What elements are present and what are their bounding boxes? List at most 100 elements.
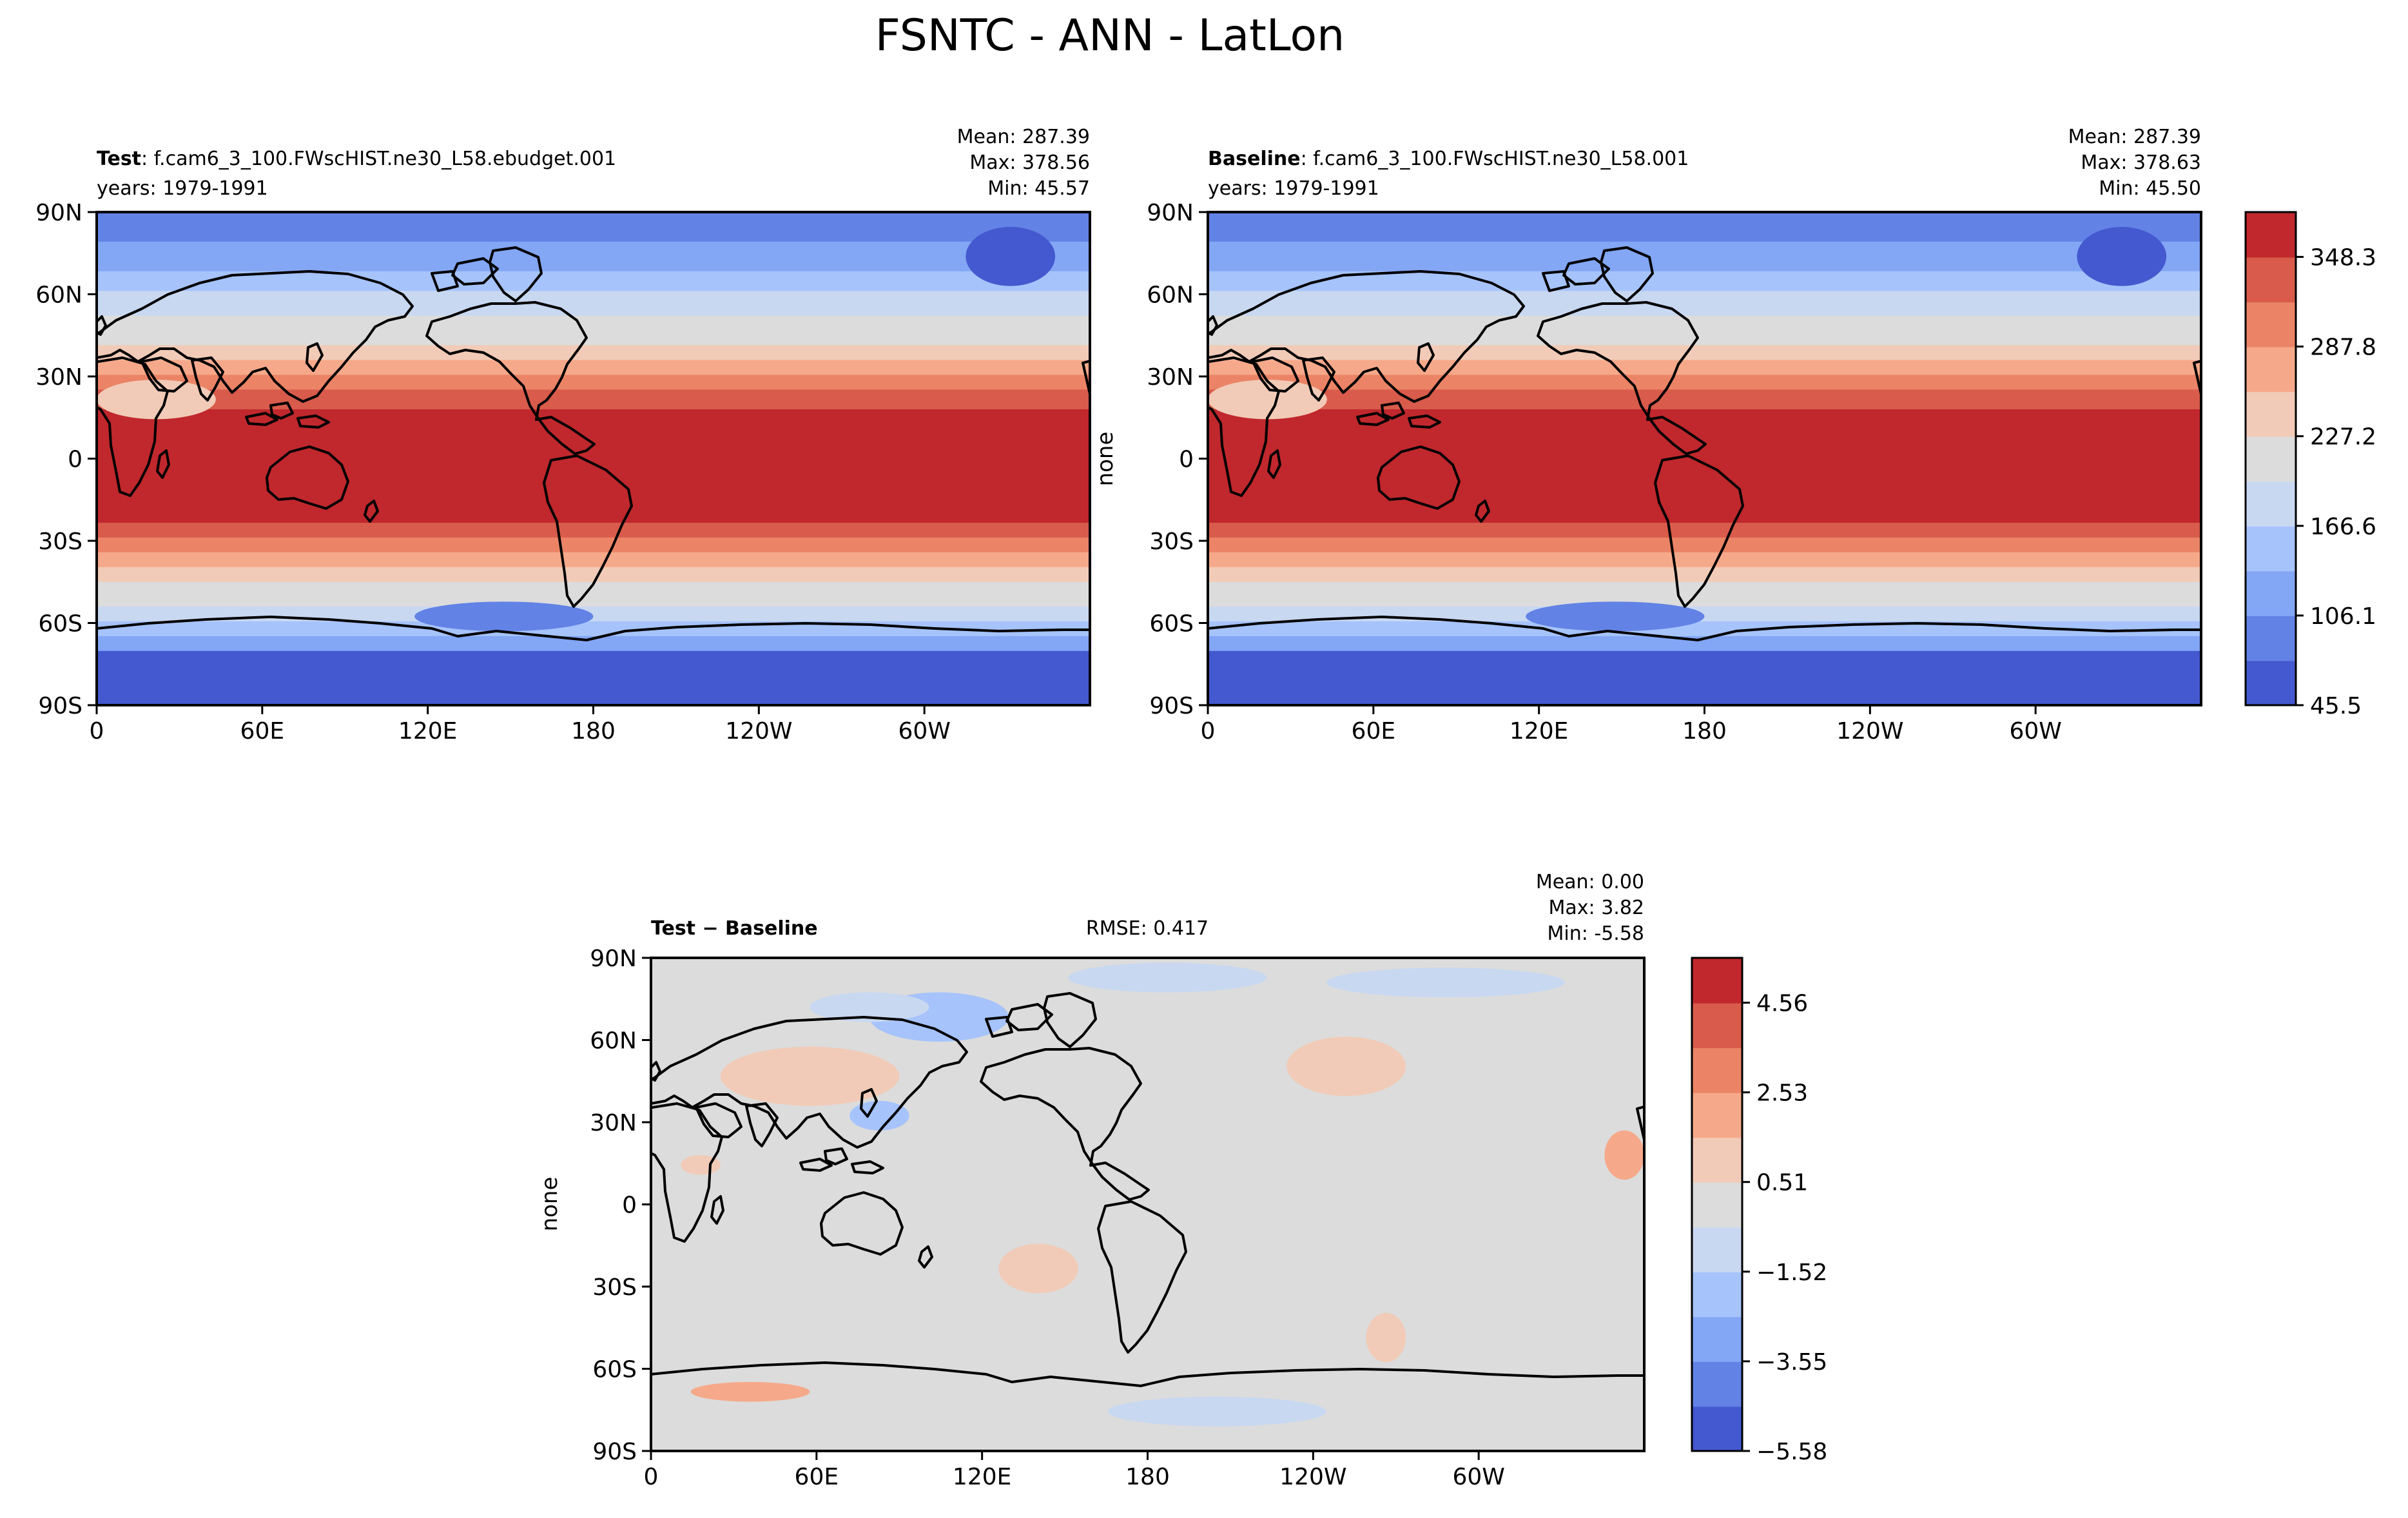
test-max: Max: 378.56	[969, 151, 1090, 174]
colorbar-diff-swatch-9	[1692, 1002, 1742, 1049]
test-field-band-9	[97, 409, 1090, 523]
baseline-axes-ytick-label-5: 60S	[1149, 611, 1194, 637]
test-field-band-18	[97, 650, 1090, 705]
test-field-desert-blob	[97, 380, 216, 420]
baseline-max: Max: 378.63	[2081, 151, 2201, 174]
baseline-title-rest: : f.cam6_3_100.FWscHIST.ne30_L58.001	[1301, 148, 1689, 170]
colorbar-diff-swatch-4	[1692, 1227, 1742, 1272]
colorbar-diff-frame	[1691, 957, 1743, 1452]
colorbar-abs: 45.5 106.1 166.6 227.2 287.8 348.3	[2244, 211, 2376, 719]
test-field-band-11	[97, 537, 1090, 553]
baseline-title-bold: Baseline	[1208, 148, 1301, 170]
diff-field-anomaly-8	[1326, 968, 1565, 998]
diff-axes-ytick-label-6: 90S	[592, 1439, 637, 1465]
diff-min: Min: -5.58	[1548, 922, 1645, 945]
colorbar-abs-tick-label-0: 45.5	[2310, 693, 2362, 719]
baseline-field-band-6	[1208, 360, 2201, 376]
colorbar-abs-tick-label-2: 166.6	[2310, 514, 2376, 540]
test-title-bold: Test	[97, 148, 141, 170]
test-field-band-6	[97, 360, 1090, 376]
diff-field-anomaly-9	[998, 1243, 1078, 1294]
diff-axes: 0 60E 120E 180 120W 60W 90N 60N 30N 0 30S 60S 90S	[590, 946, 1505, 1490]
colorbar-abs-swatch-0	[2246, 660, 2296, 706]
colorbar-diff-swatch-7	[1692, 1092, 1742, 1138]
colorbar-diff-swatch-8	[1692, 1047, 1742, 1093]
test-field-antarctic-blob	[414, 601, 594, 632]
colorbar-diff-tick-label-5: 4.56	[1756, 991, 1808, 1017]
diff-field-anomaly-4	[1287, 1036, 1406, 1096]
baseline-field-band-15	[1208, 607, 2201, 622]
diff-field-anomaly-10	[1366, 1312, 1406, 1363]
test-axes-ytick-label-6: 90S	[38, 693, 83, 719]
baseline-field	[1208, 212, 2201, 705]
test-axes-ytick-label-0: 90N	[35, 200, 83, 226]
colorbar-diff-tick-label-4: 2.53	[1756, 1080, 1808, 1107]
suptitle: FSNTC - ANN - LatLon	[875, 10, 1345, 61]
test-field-band-5	[97, 345, 1090, 361]
colorbar-diff-tick-label-2: −1.52	[1756, 1260, 1827, 1286]
diff-field-background	[651, 958, 1644, 1451]
test-min: Min: 45.57	[987, 177, 1090, 200]
diff-axes-xtick-label-5: 60W	[1452, 1464, 1504, 1490]
diff-field-anomaly-2	[810, 992, 929, 1022]
diff-field-anomaly-6	[850, 1100, 909, 1131]
test-axes-xtick-label-1: 60E	[240, 718, 285, 744]
baseline-axes-ytick-label-1: 60N	[1147, 282, 1194, 309]
test-field-greenland-blob	[966, 226, 1056, 286]
colorbar-abs-swatch-4	[2246, 481, 2296, 527]
test-field-band-13	[97, 567, 1090, 583]
colorbar-abs-swatch-5	[2246, 436, 2296, 482]
baseline-ylabel: none	[1092, 432, 1118, 487]
test-field-band-1	[97, 241, 1090, 272]
baseline-mean: Mean: 287.39	[2068, 126, 2201, 148]
colorbar-abs-tick-label-4: 287.8	[2310, 335, 2376, 361]
baseline-field-band-13	[1208, 567, 2201, 583]
test-field-band-4	[97, 315, 1090, 346]
colorbar-diff: −5.58 −3.55 −1.52 0.51 2.53 4.56	[1691, 957, 1827, 1465]
diff-axes-xtick-label-1: 60E	[795, 1464, 839, 1490]
colorbar-abs-frame	[2244, 211, 2297, 706]
colorbar-abs-swatch-8	[2246, 302, 2296, 347]
test-axes-xtick-label-3: 180	[571, 718, 616, 744]
baseline-field-band-7	[1208, 375, 2201, 391]
baseline-axes-xtick-label-1: 60E	[1352, 718, 1396, 744]
test-axes-xtick-label-2: 120E	[398, 718, 457, 744]
test-axes-ytick-label-3: 0	[68, 447, 83, 473]
test-axes-xtick-label-4: 120W	[725, 718, 792, 744]
test-field-band-17	[97, 636, 1090, 652]
colorbar-diff-tick-label-0: −5.58	[1756, 1439, 1827, 1465]
test-axes-ytick-label-2: 30N	[35, 364, 83, 391]
baseline-field-band-0	[1208, 212, 2201, 242]
baseline-field-greenland-blob	[2077, 226, 2167, 286]
baseline-field-band-12	[1208, 552, 2201, 568]
colorbar-abs-swatch-10	[2246, 212, 2296, 258]
baseline-axes-ytick-label-6: 90S	[1149, 693, 1194, 719]
baseline-title: Baseline: f.cam6_3_100.FWscHIST.ne30_L58…	[1208, 148, 1689, 170]
colorbar-diff-swatch-10	[1692, 958, 1742, 1004]
diff-title: Test − Baseline	[651, 917, 818, 940]
colorbar-diff-swatch-3	[1692, 1271, 1742, 1318]
diff-axes-xtick-label-4: 120W	[1279, 1464, 1346, 1490]
diff-mean: Mean: 0.00	[1536, 871, 1644, 893]
colorbar-diff-swatch-5	[1692, 1182, 1742, 1228]
test-field-band-3	[97, 291, 1090, 316]
diff-panel: Test − Baseline RMSE: 0.417 Mean: 0.00 M…	[537, 871, 1646, 1490]
diff-axes-ytick-label-5: 60S	[592, 1357, 637, 1383]
colorbar-abs-swatch-1	[2246, 615, 2296, 661]
test-title: Test: f.cam6_3_100.FWscHIST.ne30_L58.ebu…	[97, 148, 616, 170]
colorbar-diff-swatch-0	[1692, 1406, 1742, 1452]
colorbar-abs-swatch-2	[2246, 570, 2296, 616]
test-field-band-15	[97, 607, 1090, 622]
test-mean: Mean: 287.39	[957, 126, 1090, 148]
baseline-axes-xtick-label-4: 120W	[1836, 718, 1903, 744]
baseline-axes-ytick-label-2: 30N	[1147, 364, 1194, 391]
diff-axes-ytick-label-0: 90N	[590, 946, 637, 972]
colorbar-diff-tick-label-3: 0.51	[1756, 1170, 1808, 1196]
test-axes-ytick-label-4: 30S	[38, 529, 83, 555]
baseline-field-band-8	[1208, 389, 2201, 410]
diff-field-anomaly-5	[720, 1046, 900, 1106]
colorbar-diff-swatch-2	[1692, 1316, 1742, 1362]
baseline-min: Min: 45.50	[2099, 177, 2201, 200]
diff-rmse: RMSE: 0.417	[1086, 917, 1209, 940]
test-field-band-8	[97, 389, 1090, 410]
